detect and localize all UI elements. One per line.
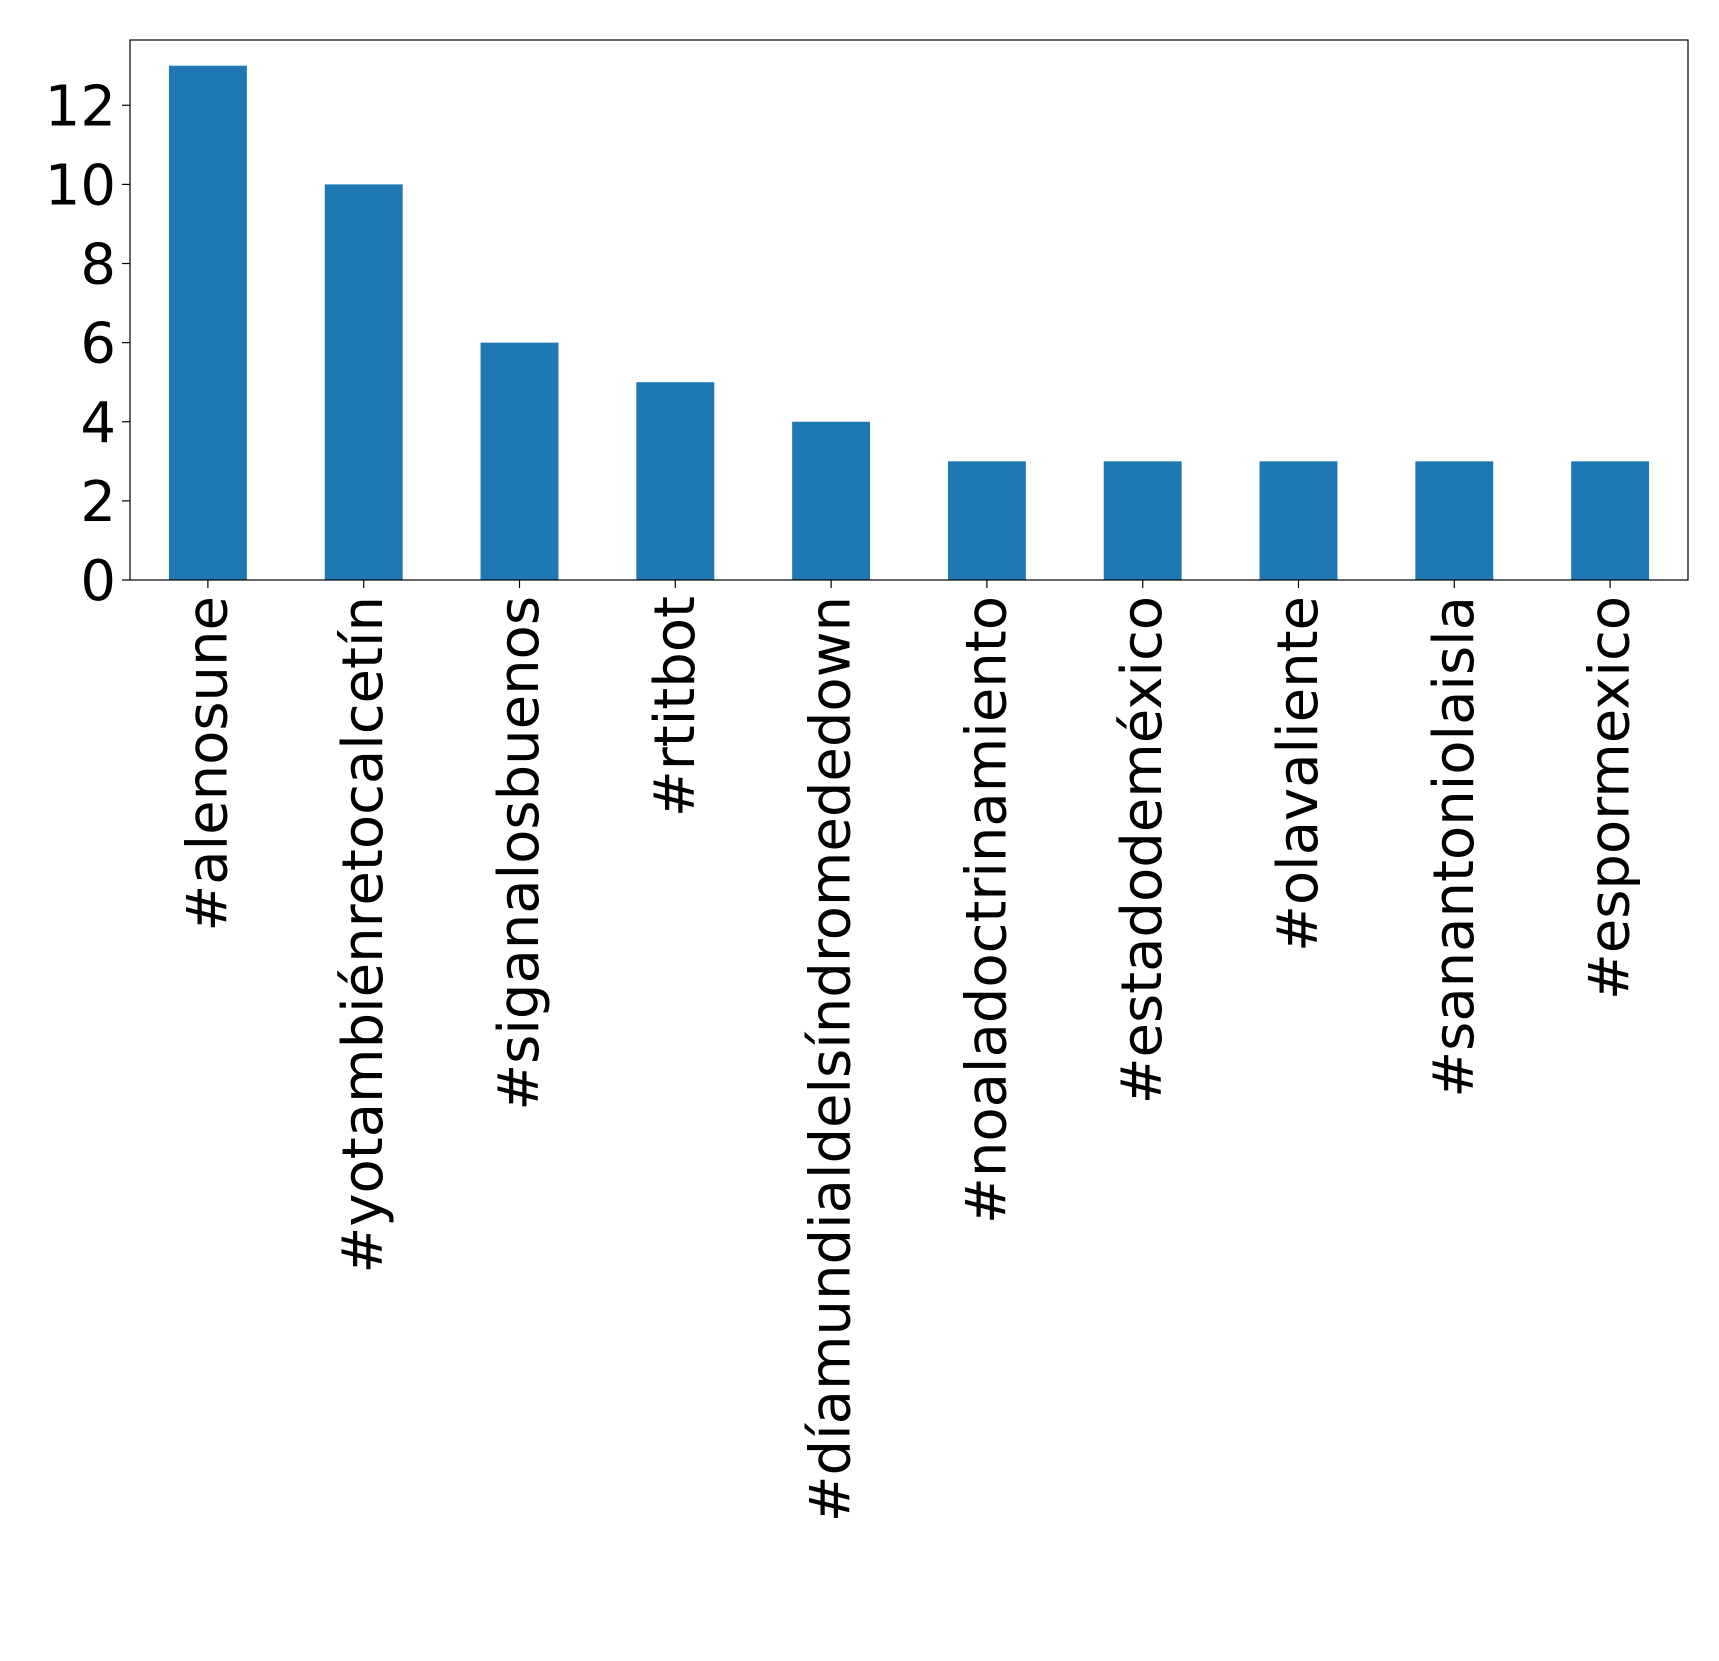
y-tick-label-2: 4 — [80, 391, 116, 456]
bars-group — [168, 65, 1650, 580]
x-tick-label-7: #olavaliente — [1266, 596, 1331, 952]
bar-1 — [324, 184, 403, 580]
x-tick-label-1: #yotambiénretocalcetín — [331, 596, 396, 1274]
plot-frame — [129, 39, 1689, 581]
bar-8 — [1415, 461, 1494, 580]
x-tick-label-5: #noaladoctrinamiento — [954, 596, 1019, 1224]
bar-4 — [792, 421, 871, 580]
x-tick-label-2: #siganalosbuenos — [487, 596, 552, 1111]
x-axis: #alenosune #yotambiénretocalcetín #siganal… — [175, 580, 1643, 1522]
y-tick-label-6: 12 — [45, 74, 116, 139]
x-tick-label-6: #estadodeméxico — [1110, 596, 1175, 1104]
x-tick-label-9: #espormexico — [1578, 596, 1643, 1000]
x-tick-label-0: #alenosune — [175, 596, 240, 932]
y-tick-label-1: 2 — [80, 470, 116, 535]
x-tick-label-4: #díamundialdelsíndromededown — [799, 596, 864, 1522]
bar-0 — [168, 65, 247, 580]
bar-2 — [480, 342, 559, 580]
y-tick-label-4: 8 — [80, 233, 116, 298]
bar-9 — [1571, 461, 1650, 580]
y-axis: 0 2 4 6 8 10 12 — [45, 74, 130, 614]
bar-5 — [947, 461, 1026, 580]
x-tick-label-8: #sanantoniolaisla — [1422, 596, 1487, 1098]
y-tick-label-0: 0 — [80, 549, 116, 614]
bar-3 — [636, 382, 715, 580]
bar-7 — [1259, 461, 1338, 580]
y-tick-label-5: 10 — [45, 153, 116, 218]
x-tick-label-3: #rtitbot — [643, 596, 708, 817]
y-tick-label-3: 6 — [80, 312, 116, 377]
bar-6 — [1103, 461, 1182, 580]
